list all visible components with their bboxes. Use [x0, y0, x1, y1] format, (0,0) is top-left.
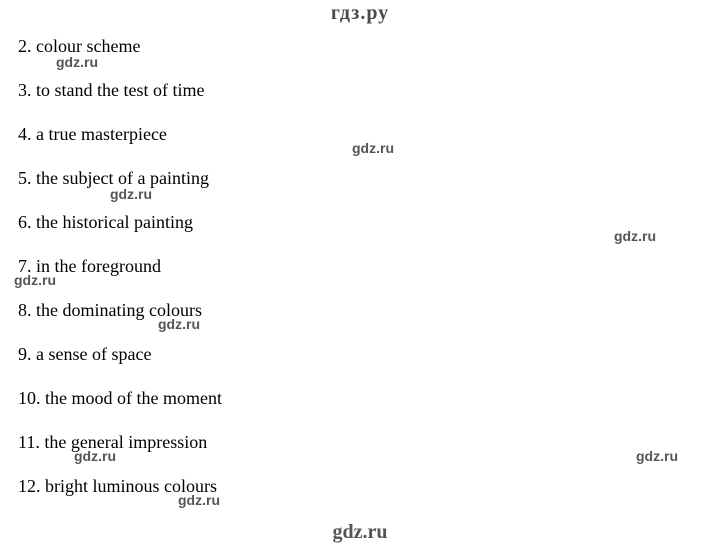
watermark: gdz.ru [636, 448, 678, 464]
page-footer: gdz.ru [0, 521, 720, 544]
list-item: 3. to stand the test of time [18, 80, 204, 101]
watermark: gdz.ru [14, 272, 56, 288]
watermark: gdz.ru [110, 186, 152, 202]
list-item: 4. a true masterpiece [18, 124, 167, 145]
page-header: гдз.ру [0, 2, 720, 25]
watermark: gdz.ru [352, 140, 394, 156]
watermark: gdz.ru [158, 316, 200, 332]
watermark: gdz.ru [614, 228, 656, 244]
watermark: gdz.ru [74, 448, 116, 464]
watermark: gdz.ru [56, 54, 98, 70]
list-item: 6. the historical painting [18, 212, 193, 233]
watermark: gdz.ru [178, 492, 220, 508]
list-item: 10. the mood of the moment [18, 388, 222, 409]
list-item: 9. a sense of space [18, 344, 151, 365]
